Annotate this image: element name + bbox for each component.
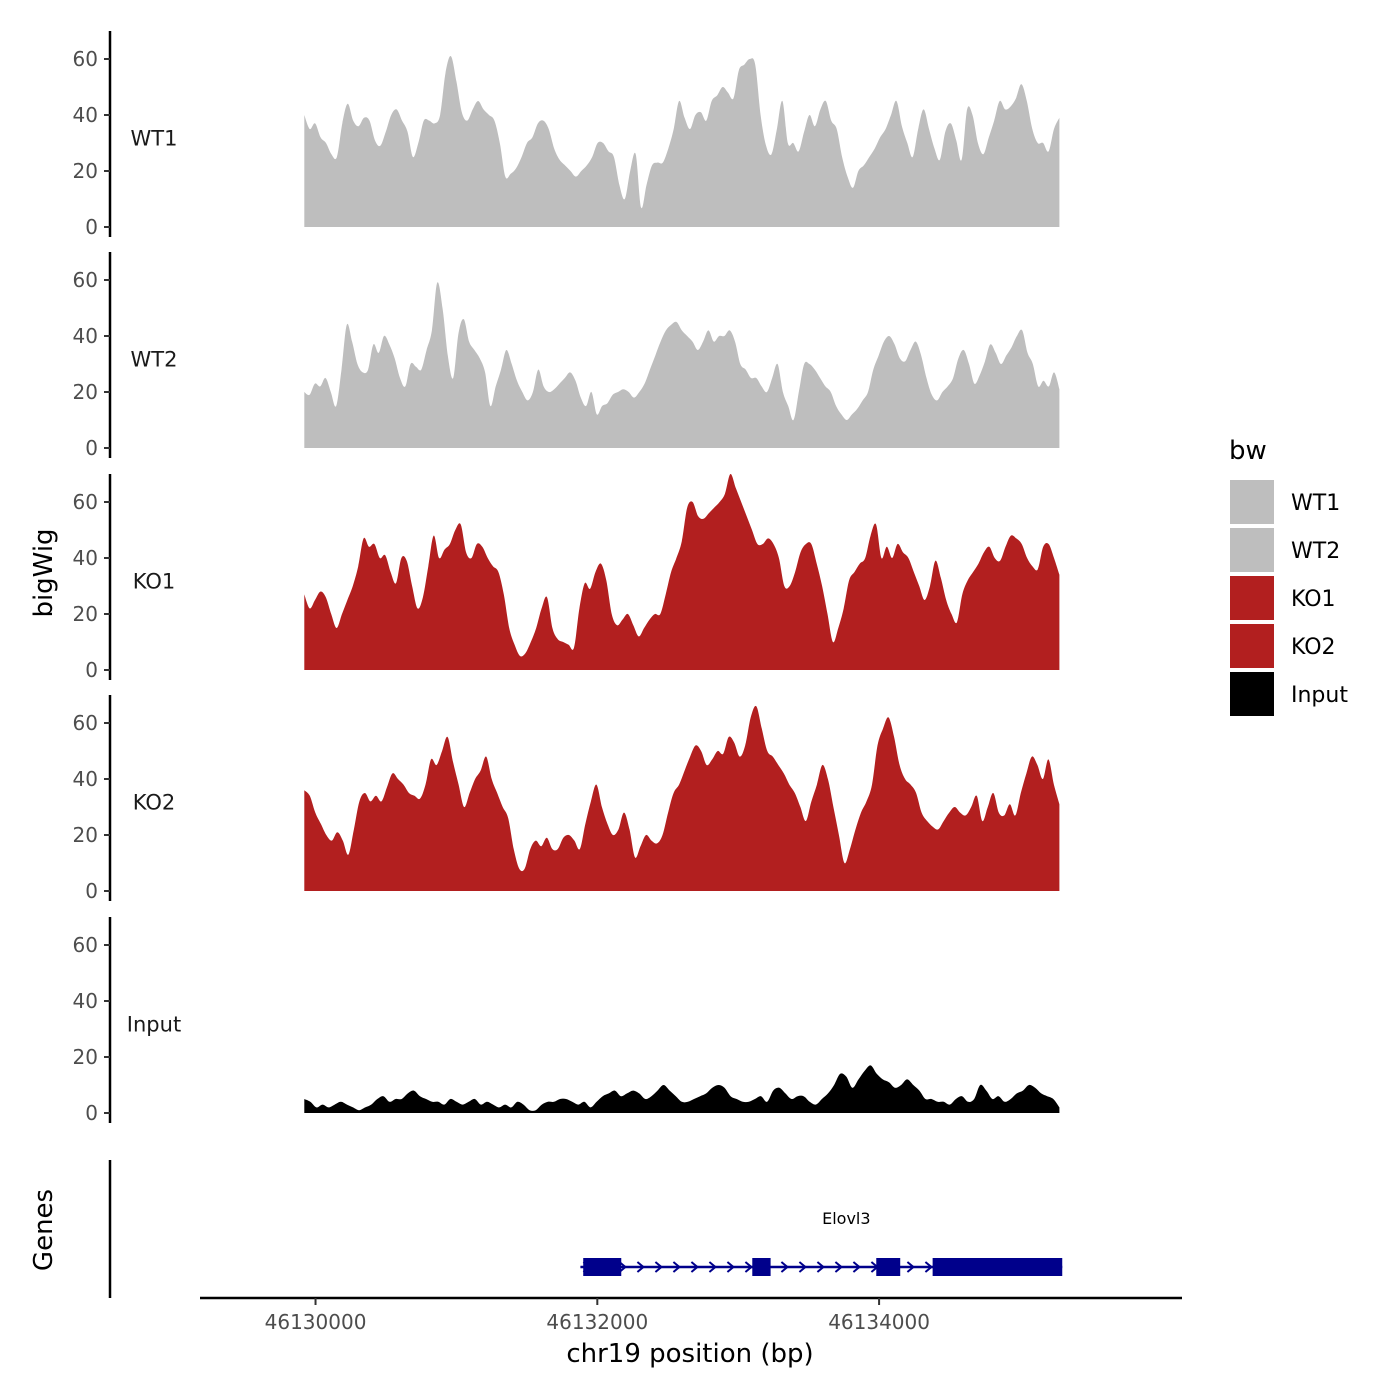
y-tick-label: 40 [73, 767, 98, 791]
legend-item-wt2: WT2 [1230, 528, 1340, 572]
y-tick-label: 60 [73, 268, 98, 292]
y-tick-label: 20 [73, 159, 98, 183]
strand-arrow [636, 1261, 645, 1273]
legend: bw WT1 WT2 KO1 KO2 Input [1229, 436, 1348, 716]
y-tick-label: 0 [85, 879, 98, 903]
legend-title: bw [1229, 436, 1267, 466]
gene-label: Elovl3 [822, 1209, 870, 1228]
y-tick-label: 20 [73, 380, 98, 404]
y-tick-label: 60 [73, 711, 98, 735]
area-ko1 [304, 473, 1060, 670]
strand-arrow [780, 1261, 789, 1273]
area-wt1 [304, 56, 1060, 227]
gene-exon [876, 1258, 901, 1276]
legend-swatch [1230, 480, 1274, 524]
y-tick-label: 0 [85, 658, 98, 682]
panel-input: 0 20 40 60 Input [73, 917, 1060, 1125]
panel-wt2: 0 20 40 60 WT2 [73, 252, 1060, 460]
y-tick-label: 40 [73, 103, 98, 127]
legend-item-input: Input [1230, 672, 1348, 716]
legend-label: Input [1291, 683, 1348, 708]
gene-exon [583, 1258, 622, 1276]
strand-arrow [924, 1261, 933, 1273]
legend-label: KO1 [1291, 587, 1336, 612]
x-axis: 46130000 46132000 46134000 [200, 1296, 1182, 1334]
gene-exon [752, 1258, 771, 1276]
strand-arrow [618, 1261, 627, 1273]
gene-track-title: Genes [29, 1189, 59, 1271]
strand-arrow [816, 1261, 825, 1273]
y-tick-label: 20 [73, 823, 98, 847]
legend-item-ko2: KO2 [1230, 624, 1336, 668]
track-label-input: Input [127, 1012, 181, 1036]
x-tick-label: 46132000 [546, 1310, 648, 1334]
legend-swatch [1230, 528, 1274, 572]
strand-arrow [726, 1261, 735, 1273]
y-axis-title: bigWig [29, 528, 59, 617]
y-tick-label: 40 [73, 324, 98, 348]
y-tick-label: 40 [73, 989, 98, 1013]
legend-label: KO2 [1291, 635, 1336, 660]
area-wt2 [304, 282, 1060, 448]
legend-swatch [1230, 576, 1274, 620]
track-label-wt1: WT1 [131, 126, 178, 150]
signal-tracks: 0 20 40 60 WT1 0 20 40 60 WT2 0 20 40 60 KO1 0 20 40 60 KO2… [73, 31, 1060, 1125]
legend-item-ko1: KO1 [1230, 576, 1336, 620]
gene-elovl3: Elovl3 [580, 1209, 1063, 1276]
area-ko2 [304, 705, 1060, 891]
strand-arrow [852, 1261, 861, 1273]
strand-arrow [654, 1261, 663, 1273]
strand-arrow [708, 1261, 717, 1273]
strand-arrow [744, 1261, 753, 1273]
y-tick-label: 0 [85, 215, 98, 239]
gene-exon [932, 1258, 1063, 1276]
panel-ko2: 0 20 40 60 KO2 [73, 695, 1060, 903]
x-tick-label: 46134000 [828, 1310, 930, 1334]
legend-swatch [1230, 672, 1274, 716]
strand-arrow [690, 1261, 699, 1273]
track-label-ko1: KO1 [133, 569, 176, 593]
y-tick-label: 0 [85, 1101, 98, 1125]
gene-track: Elovl3 [108, 1160, 1063, 1298]
track-label-ko2: KO2 [133, 790, 176, 814]
track-label-wt2: WT2 [131, 347, 178, 371]
strand-arrow [798, 1261, 807, 1273]
legend-label: WT2 [1291, 539, 1340, 564]
y-tick-label: 40 [73, 546, 98, 570]
y-tick-label: 0 [85, 436, 98, 460]
y-tick-label: 20 [73, 602, 98, 626]
y-tick-label: 20 [73, 1045, 98, 1069]
y-tick-label: 60 [73, 490, 98, 514]
strand-arrow [834, 1261, 843, 1273]
panel-ko1: 0 20 40 60 KO1 [73, 473, 1060, 682]
strand-arrow [672, 1261, 681, 1273]
strand-arrow [906, 1261, 915, 1273]
legend-item-wt1: WT1 [1230, 480, 1340, 524]
x-tick-label: 46130000 [265, 1310, 367, 1334]
legend-swatch [1230, 624, 1274, 668]
x-axis-title: chr19 position (bp) [566, 1339, 813, 1369]
area-input [304, 1065, 1060, 1113]
y-tick-label: 60 [73, 47, 98, 71]
legend-label: WT1 [1291, 491, 1340, 516]
panel-wt1: 0 20 40 60 WT1 [73, 31, 1060, 239]
y-tick-label: 60 [73, 933, 98, 957]
